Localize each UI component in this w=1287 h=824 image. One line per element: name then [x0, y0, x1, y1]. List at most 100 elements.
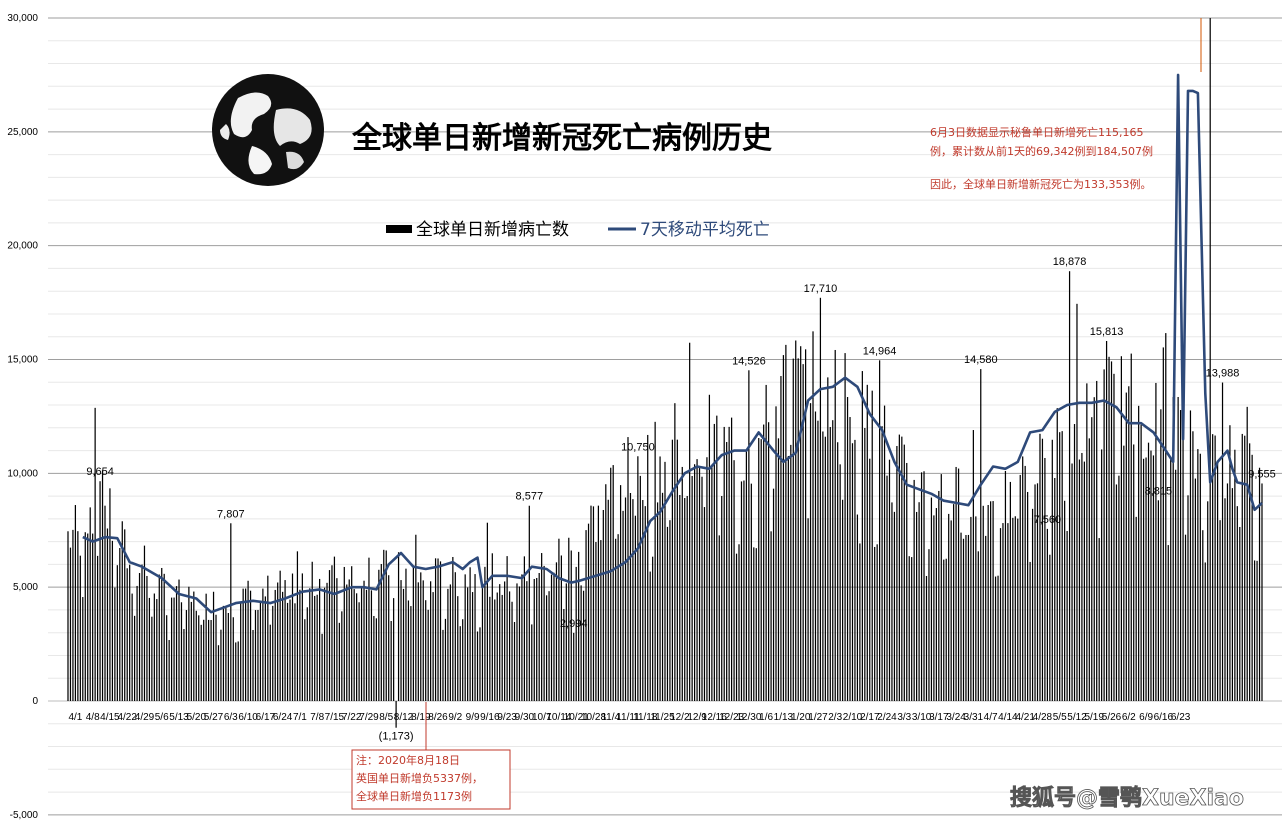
bar: [864, 427, 866, 701]
x-tick-label: 5/26: [1102, 712, 1122, 723]
bar: [1093, 397, 1095, 701]
bar: [681, 466, 683, 701]
bar: [217, 645, 220, 701]
bar: [518, 586, 521, 701]
bar: [684, 498, 686, 701]
bar: [1009, 481, 1011, 701]
watermark: 搜狐号@雪鹗XueXiao: [1010, 785, 1244, 811]
bar: [538, 573, 540, 701]
bar: [1189, 410, 1192, 701]
data-label: 17,710: [804, 283, 838, 295]
bar: [930, 497, 933, 701]
bar: [1103, 369, 1105, 701]
bar: [114, 587, 116, 701]
data-label: 8,577: [516, 491, 544, 503]
bar: [351, 566, 353, 701]
bar: [1249, 443, 1251, 701]
bar: [420, 572, 422, 701]
bar: [548, 591, 550, 701]
y-tick-label: 30,000: [7, 13, 38, 24]
bar: [886, 475, 888, 701]
bar: [457, 596, 459, 701]
bar: [896, 446, 898, 701]
bar: [168, 640, 170, 701]
data-label: 18,878: [1053, 256, 1087, 268]
x-tick-label: 6/9: [1139, 712, 1153, 723]
bar: [328, 570, 331, 701]
x-tick-label: 8/26: [428, 712, 448, 723]
bar: [706, 457, 708, 701]
bar: [141, 564, 143, 701]
bar: [903, 444, 905, 701]
bar: [412, 565, 414, 701]
bar: [279, 570, 281, 701]
bar: [928, 549, 930, 701]
bar: [284, 580, 286, 701]
bar: [970, 516, 972, 701]
bar: [1236, 506, 1238, 701]
bar: [1031, 508, 1034, 701]
bar: [326, 582, 328, 701]
bar: [718, 535, 720, 701]
bar: [89, 507, 91, 701]
bar: [901, 436, 903, 701]
bar: [343, 566, 345, 701]
bar: [1177, 396, 1179, 701]
bar: [306, 607, 308, 701]
bar: [1202, 530, 1204, 701]
bar: [481, 582, 484, 701]
bar: [814, 411, 817, 701]
bar: [1054, 478, 1056, 701]
bar: [1024, 465, 1026, 701]
x-tick-label: 10/7: [532, 712, 552, 723]
y-tick-label: 5,000: [13, 582, 38, 593]
x-tick-label: 2/3: [828, 712, 842, 723]
bar: [499, 584, 501, 701]
bar: [131, 593, 133, 701]
bar: [437, 558, 439, 701]
x-tick-label: 2/10: [843, 712, 863, 723]
bar: [245, 588, 247, 701]
bar: [987, 505, 989, 701]
bar: [220, 629, 222, 701]
bar: [883, 405, 886, 701]
bar: [348, 579, 350, 701]
bar: [138, 573, 141, 701]
x-tick-label: 12/9: [687, 712, 707, 723]
bar: [950, 520, 952, 701]
bar: [925, 575, 928, 701]
bar: [363, 580, 365, 701]
bar: [158, 574, 160, 701]
data-label: 7,560: [1034, 514, 1062, 526]
bar: [247, 580, 249, 701]
bar: [999, 528, 1002, 701]
bar: [642, 500, 644, 701]
bar: [119, 548, 121, 701]
bar: [1216, 463, 1219, 701]
bar: [1138, 405, 1140, 701]
bar: [945, 558, 947, 701]
bar: [1041, 438, 1044, 701]
bar: [656, 502, 659, 701]
bar: [282, 591, 284, 701]
bar: [79, 555, 81, 701]
bar: [775, 406, 777, 701]
bar: [696, 459, 698, 701]
bar: [180, 602, 183, 701]
bar: [304, 619, 306, 701]
x-tick-label: 9/9: [466, 712, 480, 723]
bar: [592, 506, 595, 701]
bar: [908, 556, 910, 701]
bar: [652, 556, 654, 701]
bar: [254, 610, 257, 701]
data-label: 13,988: [1206, 368, 1240, 380]
bar: [698, 466, 701, 701]
bar: [869, 458, 871, 701]
bar: [237, 641, 239, 701]
data-label: 7,807: [217, 508, 245, 520]
bar: [982, 505, 984, 701]
bar: [1133, 444, 1135, 701]
bar: [1061, 431, 1063, 701]
moving-average-line: [82, 73, 1263, 614]
x-tick-label: 5/12: [1067, 712, 1087, 723]
